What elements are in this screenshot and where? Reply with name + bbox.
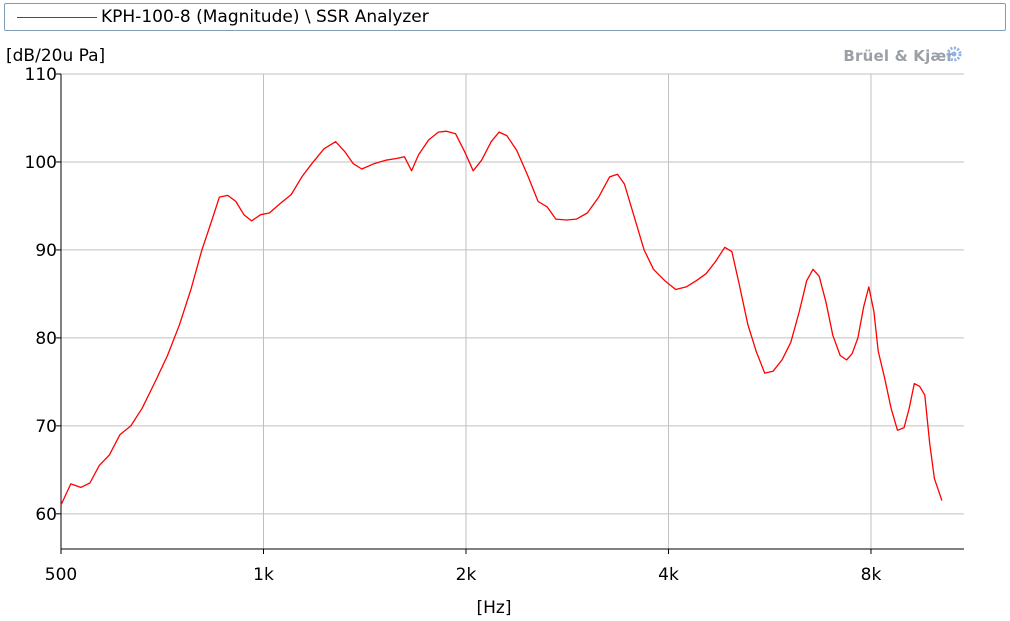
x-tick-label: 8k	[861, 565, 882, 585]
x-tick-label: 2k	[456, 565, 477, 585]
axes	[56, 73, 964, 554]
legend-line-swatch	[17, 17, 97, 18]
brand-logo-icon	[946, 46, 962, 62]
legend-label: KPH-100-8 (Magnitude) \ SSR Analyzer	[101, 7, 429, 27]
x-axis-label: [Hz]	[477, 598, 512, 618]
y-tick-label: 100	[25, 153, 57, 173]
y-unit-label: [dB/20u Pa]	[6, 46, 106, 66]
y-tick-labels: 60 70 80 90 100 110	[25, 65, 57, 525]
x-tick-label: 4k	[658, 565, 679, 585]
y-tick-label: 110	[25, 65, 57, 85]
y-tick-label: 90	[35, 241, 57, 261]
grid-lines	[61, 73, 964, 549]
brand-name: Brüel & Kjær	[843, 47, 954, 65]
y-tick-label: 80	[35, 329, 57, 349]
x-tick-label: 1k	[253, 565, 274, 585]
x-tick-labels: 500 1k 2k 4k 8k	[45, 565, 882, 585]
series-line	[60, 130, 943, 506]
y-tick-label: 70	[35, 417, 57, 437]
legend-box[interactable]: KPH-100-8 (Magnitude) \ SSR Analyzer	[4, 3, 1006, 31]
x-tick-label: 500	[45, 565, 77, 585]
y-tick-label: 60	[35, 505, 57, 525]
series-group	[60, 130, 943, 506]
